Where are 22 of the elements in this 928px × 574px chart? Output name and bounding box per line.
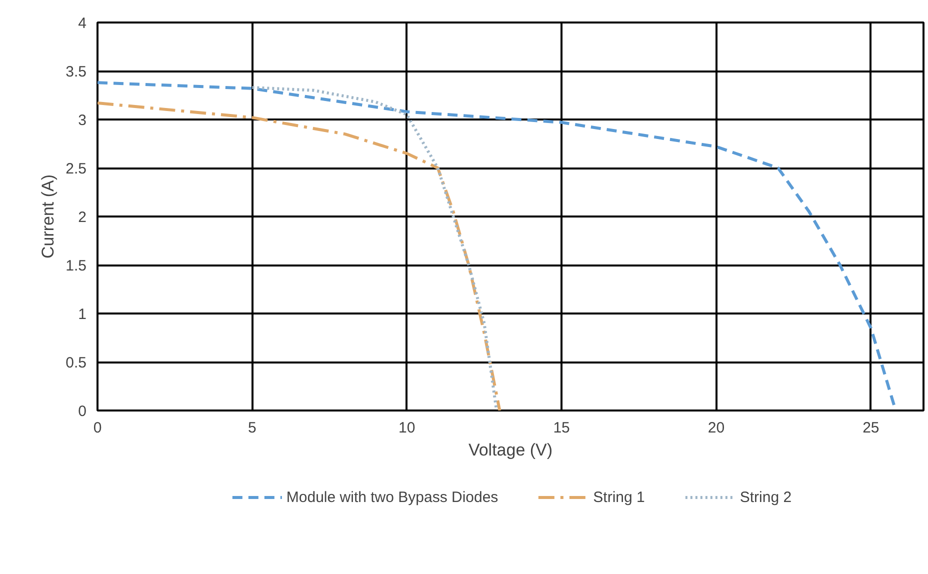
x-axis-title: Voltage (V) <box>468 440 553 460</box>
y-tick-label: 2 <box>78 209 86 226</box>
x-tick-label: 5 <box>248 420 256 436</box>
y-tick-label: 0.5 <box>66 354 87 372</box>
y-tick-label: 0 <box>78 403 86 420</box>
x-tick-label: 0 <box>93 420 102 436</box>
line-series <box>250 86 498 410</box>
legend-label: String 2 <box>740 488 792 506</box>
y-tick-label: 1.5 <box>66 258 87 274</box>
y-tick-label: 3 <box>78 112 86 129</box>
y-tick-label: 2.5 <box>66 160 87 178</box>
x-tick-label: 10 <box>398 420 416 436</box>
x-tick-label: 15 <box>553 420 570 436</box>
line-series <box>98 102 502 410</box>
y-tick-label: 1 <box>78 306 86 323</box>
y-tick-label: 3.5 <box>66 64 87 80</box>
x-tick-label: 25 <box>862 420 880 436</box>
legend-label: String 1 <box>593 488 645 506</box>
x-tick-label: 20 <box>708 420 725 436</box>
legend-label: Module with two Bypass Diodes <box>286 488 498 506</box>
y-tick-label: 4 <box>78 15 86 32</box>
y-axis-title: Current (A) <box>38 174 58 259</box>
